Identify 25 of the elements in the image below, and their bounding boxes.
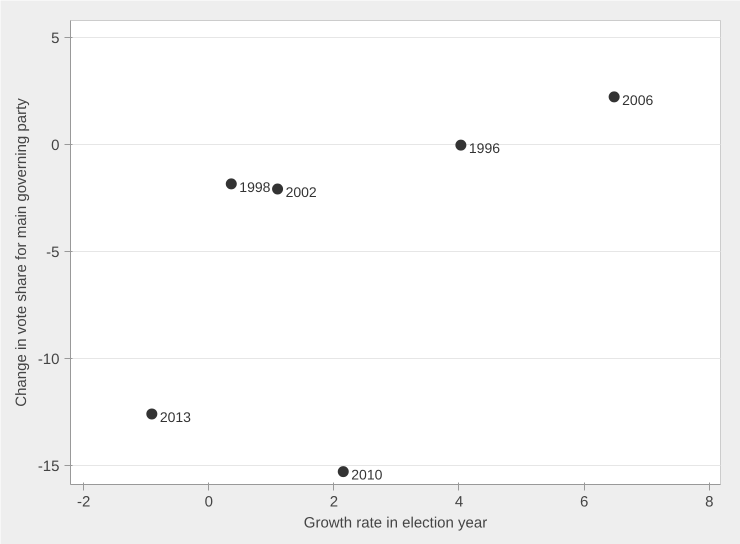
x-tick-label: 0 [204, 494, 213, 510]
point [608, 91, 620, 102]
annotation: 2006 [622, 92, 654, 108]
x-tick-label: 2 [330, 494, 338, 510]
annotation: 2002 [286, 184, 317, 200]
y-tick-label: -5 [46, 244, 60, 261]
point [338, 466, 349, 478]
point [146, 408, 158, 420]
x-tick-label: 8 [705, 494, 714, 510]
annotation: 2010 [351, 466, 383, 483]
y-tick-label: -10 [38, 350, 60, 368]
y-tick-label: -15 [38, 458, 60, 475]
annotation: 1998 [239, 178, 271, 195]
y-tick-label: 5 [51, 30, 60, 48]
x-tick-label: -2 [76, 494, 90, 510]
x-tick-label: 6 [580, 494, 588, 510]
point [455, 140, 466, 151]
y-axis-title: Change in vote share for main governing party [12, 98, 30, 407]
point [272, 184, 284, 194]
x-axis-title: Growth rate in election year [304, 514, 488, 532]
x-tick-label: 4 [454, 494, 464, 510]
annotation: 1996 [468, 140, 500, 156]
annotation: 2013 [160, 408, 192, 425]
point [226, 178, 237, 190]
y-tick-label: 0 [51, 137, 60, 154]
